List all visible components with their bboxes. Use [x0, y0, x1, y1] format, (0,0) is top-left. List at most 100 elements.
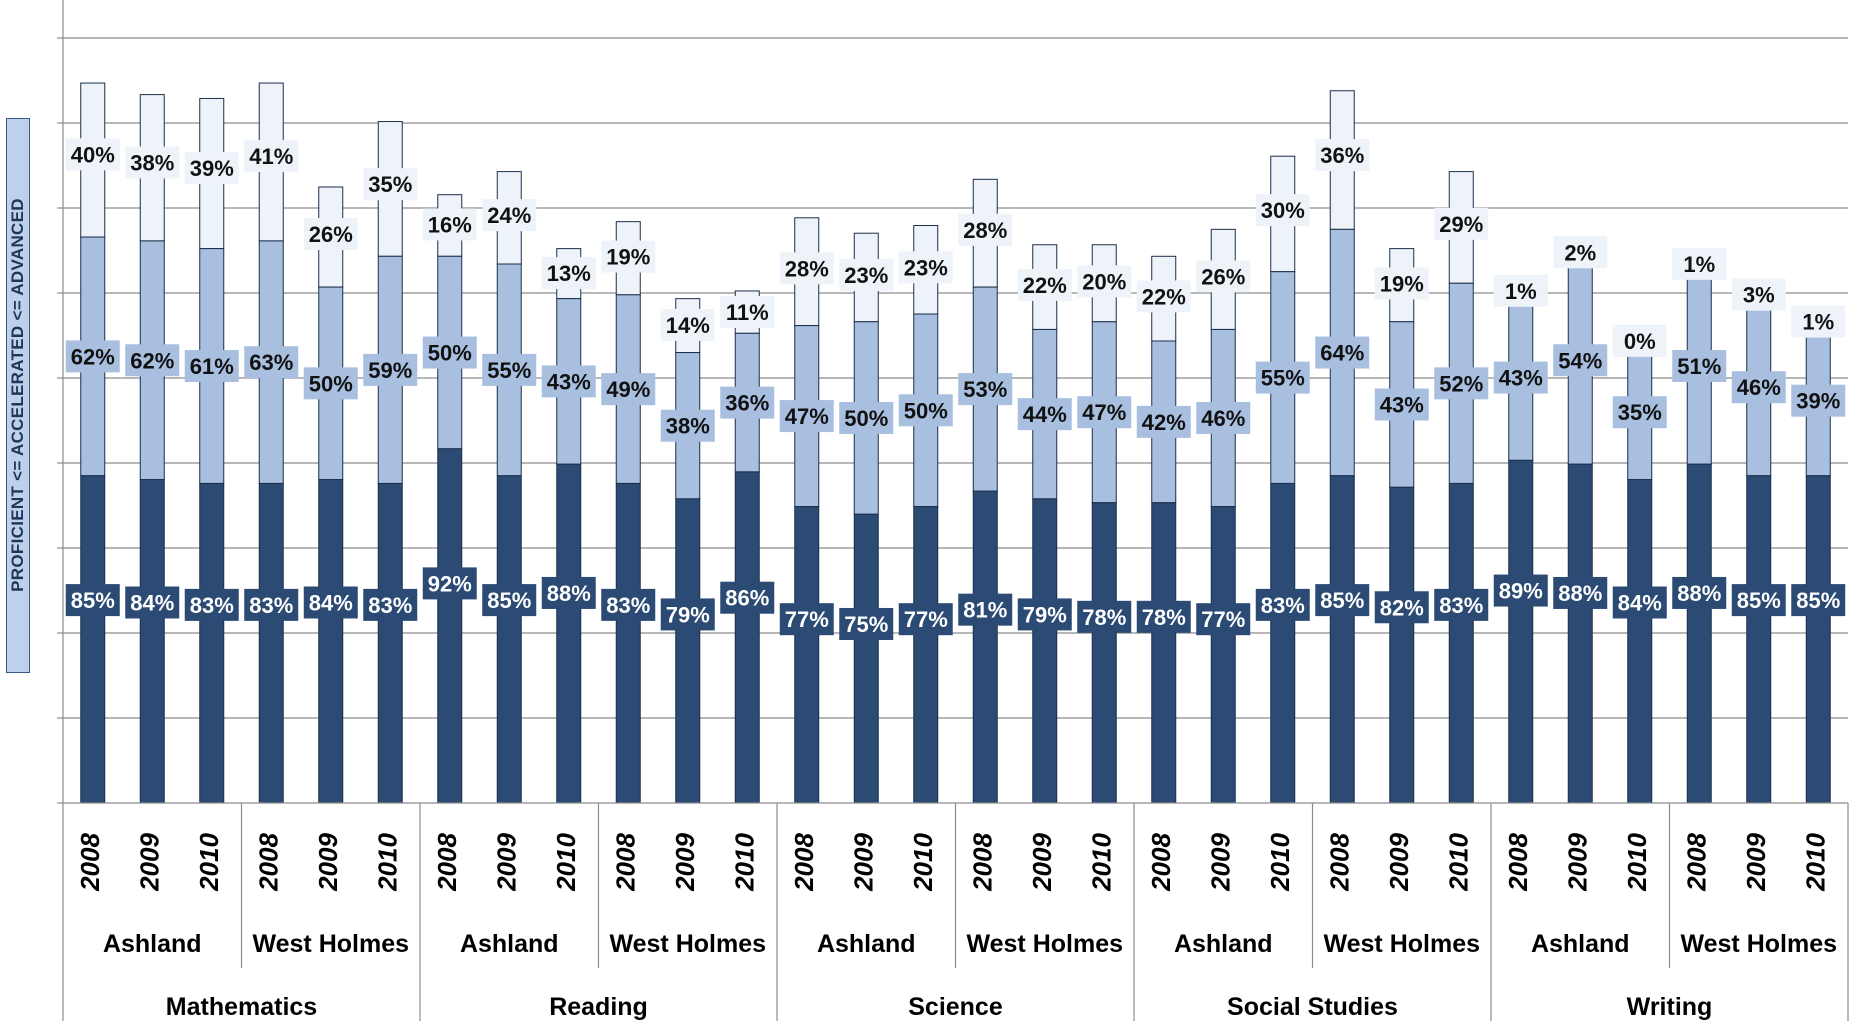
label-advanced-text: 28% — [963, 218, 1007, 243]
label-proficient: 78% — [1136, 600, 1191, 633]
label-accelerated-bg — [303, 367, 358, 400]
label-accelerated-text: 64% — [1320, 341, 1364, 366]
label-accelerated-bg — [601, 373, 656, 406]
district-label: West Holmes — [966, 930, 1123, 958]
label-proficient-text: 88% — [1677, 581, 1721, 606]
label-proficient-text: 85% — [1320, 588, 1364, 613]
label-accelerated-text: 51% — [1677, 354, 1721, 379]
label-proficient: 88% — [1672, 576, 1727, 609]
year-tick-label: 2009 — [670, 833, 700, 892]
label-accelerated-text: 43% — [547, 369, 591, 394]
label-proficient-bg — [601, 588, 656, 621]
label-proficient-bg — [1612, 586, 1667, 619]
bar-proficient — [1151, 502, 1177, 804]
label-proficient-text: 78% — [1082, 605, 1126, 630]
label-advanced-text: 19% — [606, 245, 650, 270]
label-proficient-bg — [303, 586, 358, 619]
label-proficient-bg — [779, 603, 834, 636]
label-advanced-bg — [1731, 278, 1786, 311]
label-accelerated-bg — [839, 402, 894, 434]
label-accelerated-text: 38% — [666, 414, 710, 439]
label-accelerated: 38% — [660, 409, 715, 442]
bar-proficient — [556, 463, 582, 804]
label-accelerated: 43% — [1493, 361, 1548, 394]
label-proficient-text: 75% — [844, 612, 888, 637]
label-proficient-text: 83% — [368, 593, 412, 618]
label-proficient-bg — [1374, 591, 1429, 624]
label-advanced: 16% — [422, 208, 477, 241]
year-tick-label: 2008 — [253, 833, 283, 892]
label-accelerated-text: 50% — [309, 371, 353, 396]
label-accelerated-text: 46% — [1201, 406, 1245, 431]
label-accelerated-text: 59% — [368, 358, 412, 383]
label-proficient-text: 84% — [309, 590, 353, 615]
label-accelerated-bg — [244, 346, 299, 379]
label-advanced: 1% — [1672, 247, 1727, 280]
year-tick-label: 2009 — [848, 833, 878, 892]
label-accelerated-bg — [1196, 402, 1251, 434]
label-accelerated: 43% — [541, 365, 596, 398]
district-label: West Holmes — [1323, 930, 1480, 958]
year-tick-label: 2009 — [1384, 833, 1414, 892]
label-accelerated: 50% — [898, 394, 953, 427]
label-proficient-text: 84% — [130, 590, 174, 615]
label-proficient: 84% — [1612, 586, 1667, 619]
label-accelerated-bg — [660, 409, 715, 442]
label-advanced: 20% — [1077, 265, 1132, 298]
label-accelerated-bg — [422, 336, 477, 369]
bar-proficient — [1032, 498, 1058, 804]
bar-proficient — [437, 448, 463, 804]
label-proficient: 85% — [1791, 584, 1846, 617]
label-proficient: 82% — [1374, 591, 1429, 624]
label-proficient-bg — [1077, 600, 1132, 633]
label-accelerated-bg — [1136, 405, 1191, 438]
label-advanced-bg — [1315, 139, 1370, 172]
label-advanced-bg — [125, 146, 180, 179]
label-advanced: 19% — [601, 240, 656, 273]
label-advanced-bg — [541, 257, 596, 290]
label-advanced-text: 23% — [844, 263, 888, 288]
label-accelerated: 59% — [363, 353, 418, 386]
label-advanced-bg — [303, 218, 358, 251]
label-proficient-bg — [125, 586, 180, 619]
label-proficient: 85% — [482, 584, 537, 617]
label-accelerated-bg — [125, 344, 180, 377]
district-label: Ashland — [103, 930, 202, 958]
label-advanced: 38% — [125, 146, 180, 179]
label-advanced-text: 3% — [1743, 283, 1775, 308]
label-proficient-bg — [1017, 598, 1072, 631]
label-advanced-bg — [1196, 260, 1251, 293]
bar-proficient — [1389, 486, 1415, 804]
label-advanced: 13% — [541, 257, 596, 290]
label-advanced: 14% — [660, 308, 715, 341]
label-proficient-text: 77% — [1201, 607, 1245, 632]
label-advanced-bg — [65, 138, 120, 171]
label-advanced-text: 1% — [1505, 279, 1537, 304]
label-accelerated: 49% — [601, 373, 656, 406]
label-proficient: 83% — [363, 588, 418, 621]
label-advanced: 41% — [244, 140, 299, 173]
label-accelerated: 35% — [1612, 396, 1667, 429]
label-advanced-text: 16% — [428, 212, 472, 237]
year-tick-label: 2009 — [1741, 833, 1771, 892]
label-advanced-text: 22% — [1142, 284, 1186, 309]
subject-label: Mathematics — [166, 993, 317, 1021]
label-advanced-text: 38% — [130, 150, 174, 175]
label-advanced: 39% — [184, 152, 239, 185]
year-tick-label: 2008 — [1681, 833, 1711, 892]
district-label: West Holmes — [1680, 930, 1837, 958]
label-advanced-bg — [482, 199, 537, 232]
label-proficient: 84% — [125, 586, 180, 619]
label-accelerated: 52% — [1434, 367, 1489, 400]
label-proficient-bg — [1136, 600, 1191, 633]
label-proficient-bg — [1493, 574, 1548, 607]
district-label: Ashland — [1174, 930, 1273, 958]
label-accelerated-bg — [363, 353, 418, 386]
label-accelerated: 53% — [958, 373, 1013, 406]
label-accelerated-bg — [1434, 367, 1489, 400]
year-tick-label: 2009 — [491, 833, 521, 892]
year-tick-label: 2009 — [313, 833, 343, 892]
label-accelerated-text: 47% — [785, 404, 829, 429]
label-advanced-text: 22% — [1023, 273, 1067, 298]
label-accelerated-text: 61% — [190, 354, 234, 379]
